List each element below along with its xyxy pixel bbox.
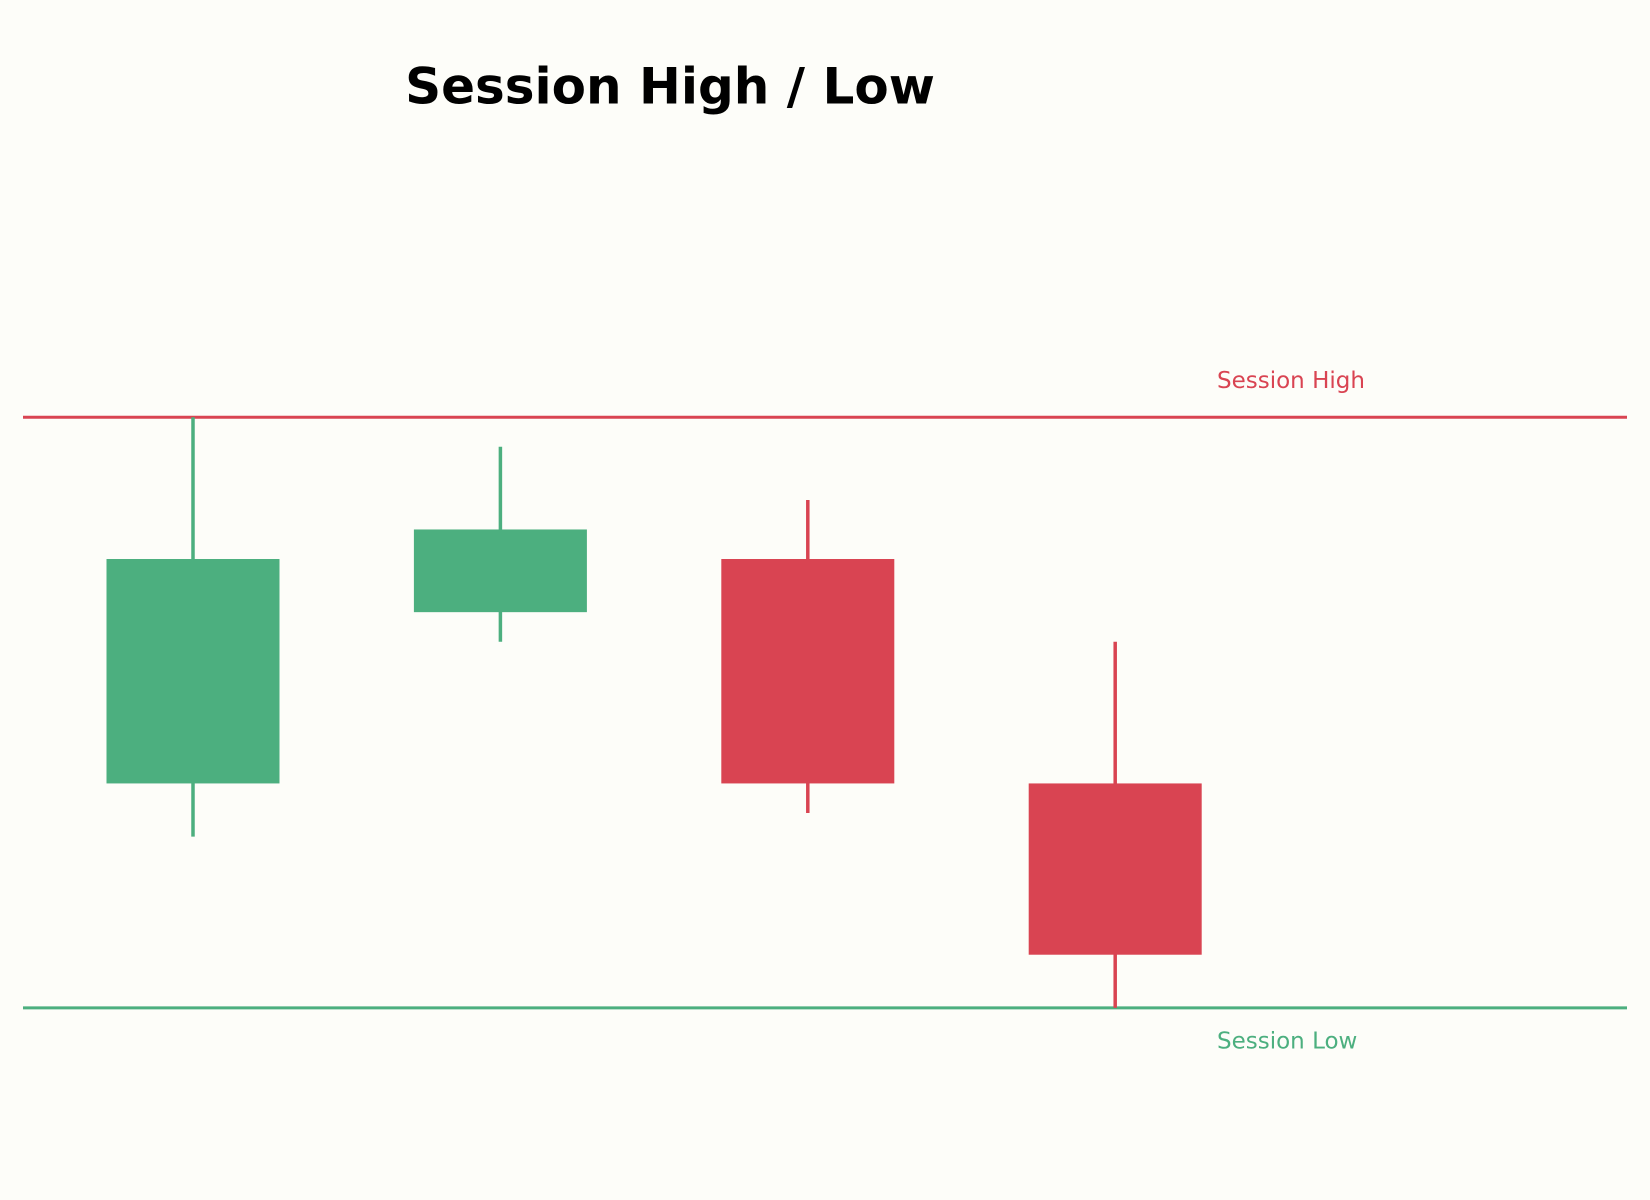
reference-label: Session Low	[1217, 1028, 1357, 1054]
candle-body	[721, 559, 895, 784]
candle-body	[413, 529, 587, 613]
reference-label: Session High	[1217, 368, 1365, 394]
candle-body	[1028, 783, 1202, 955]
chart-title: Session High / Low	[405, 58, 935, 116]
candle-body	[106, 559, 280, 784]
